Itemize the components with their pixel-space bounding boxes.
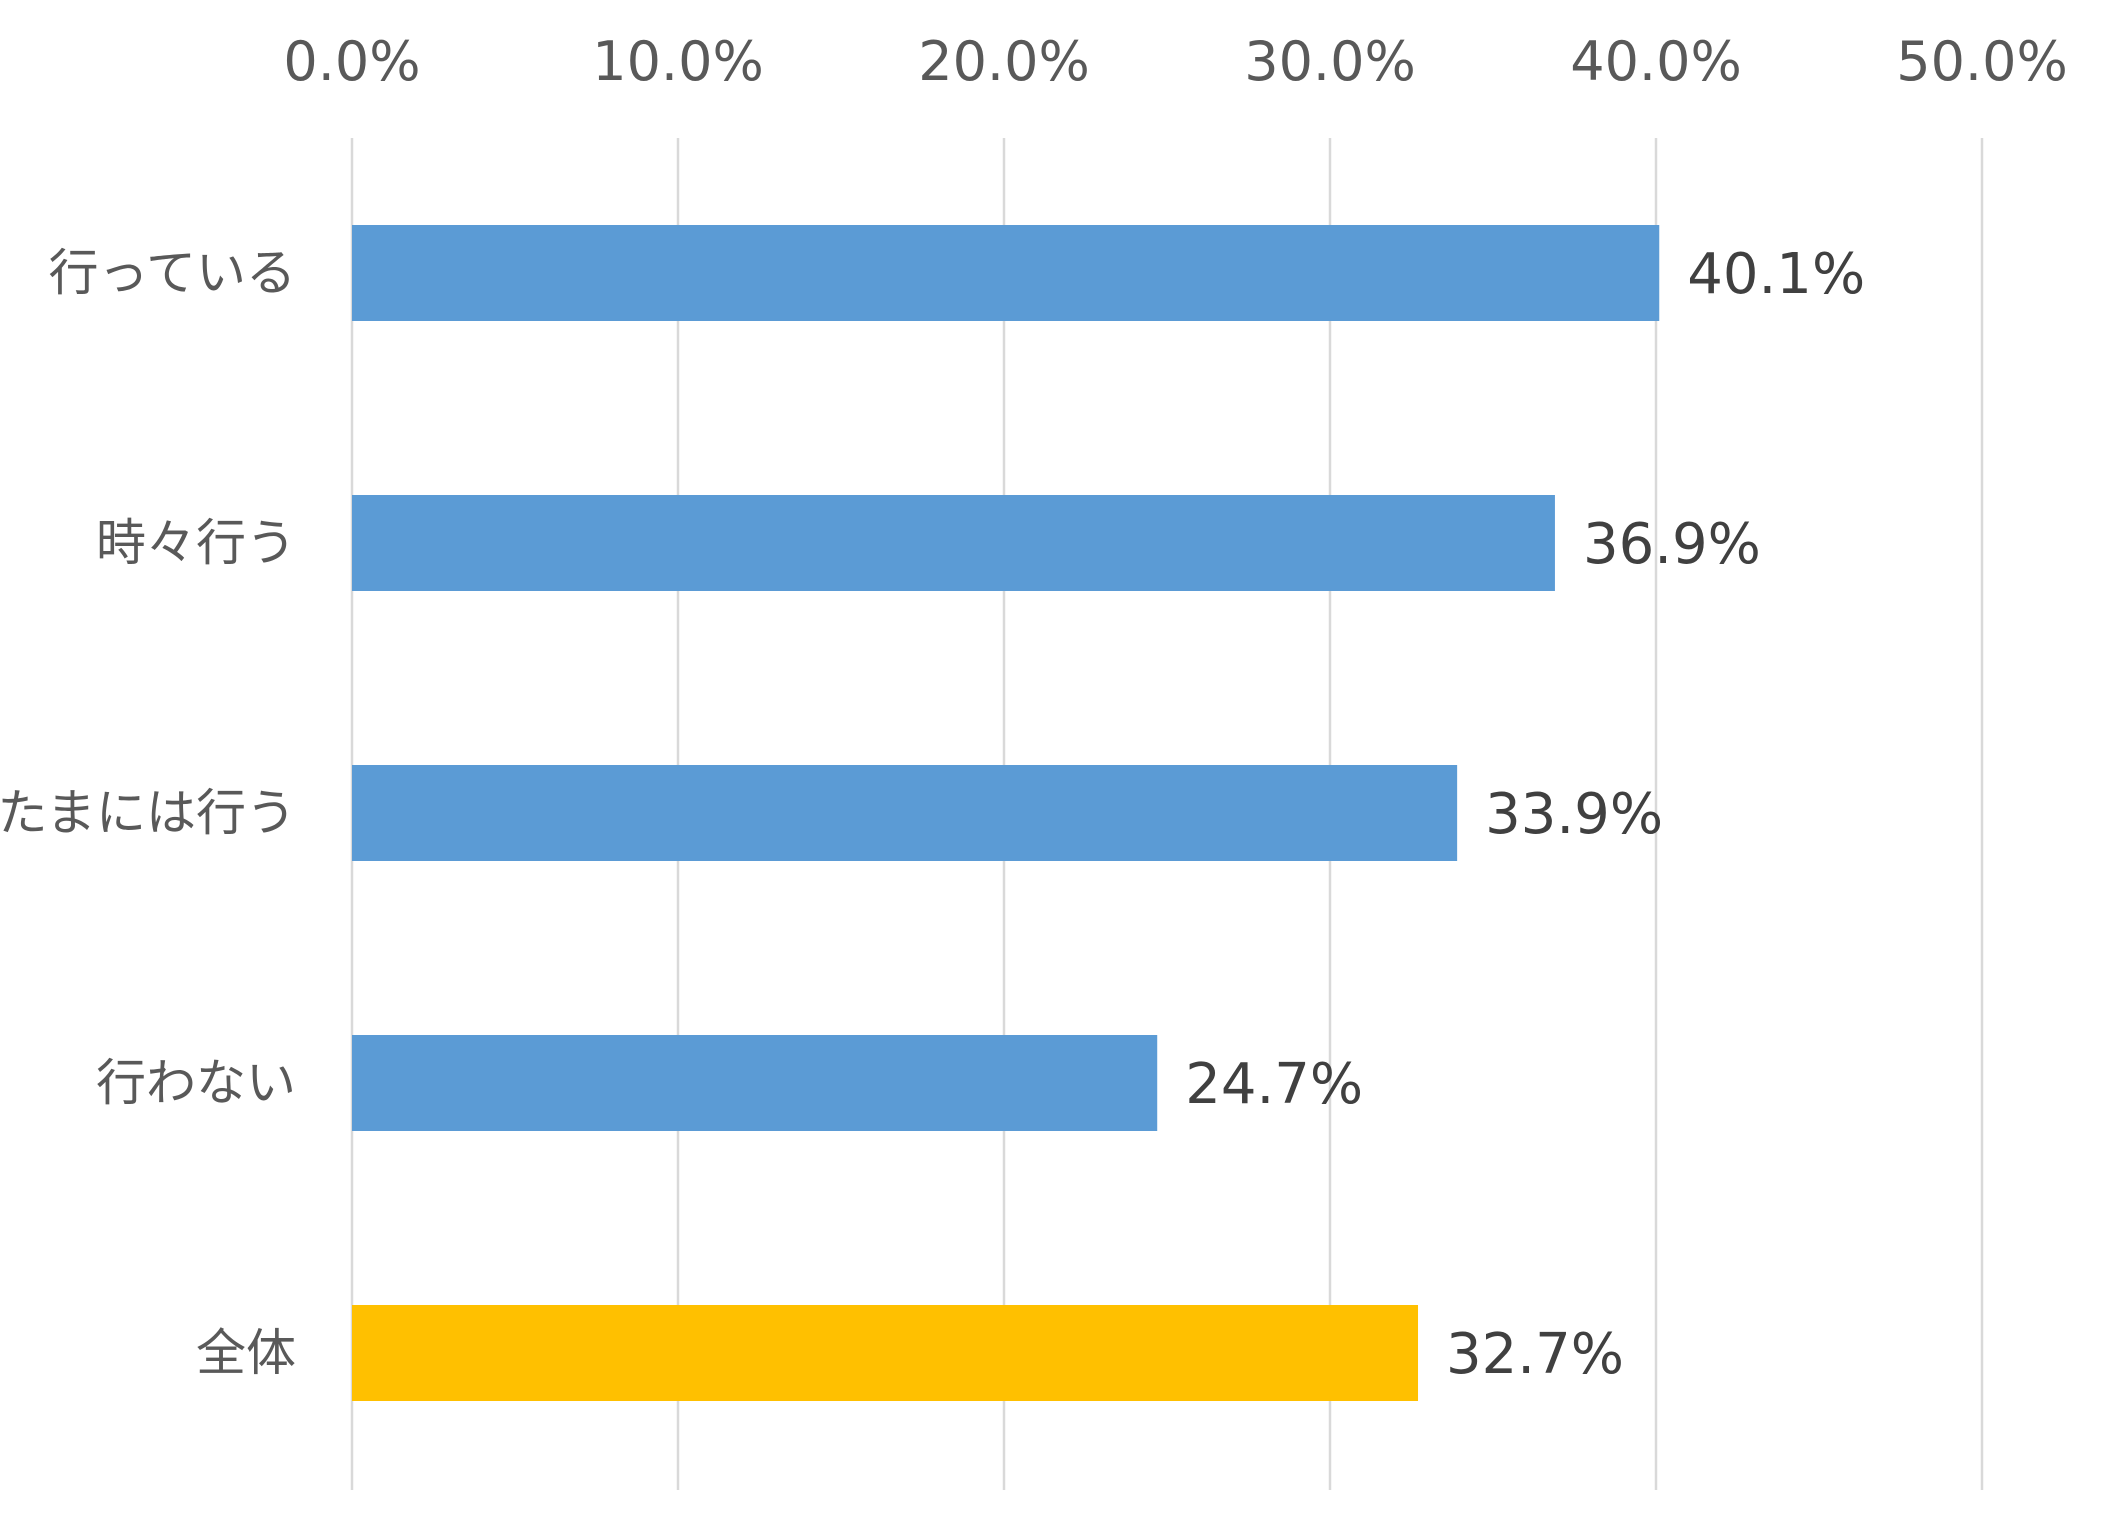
category-label: 行わない <box>96 1054 296 1112</box>
bar <box>352 765 1458 861</box>
data-label: 24.7% <box>1185 1052 1363 1117</box>
x-axis-ticks: 0.0% 10.0% 20.0% 30.0% 40.0% 50.0% <box>283 30 2067 93</box>
bars <box>352 225 1660 1401</box>
data-label: 40.1% <box>1687 242 1865 307</box>
bar <box>352 1305 1419 1401</box>
x-tick-label: 40.0% <box>1570 30 1742 93</box>
x-tick-label: 30.0% <box>1244 30 1416 93</box>
data-label: 32.7% <box>1446 1322 1624 1387</box>
category-label: 行っている <box>49 244 297 302</box>
x-tick-label: 20.0% <box>918 30 1090 93</box>
x-tick-label: 50.0% <box>1896 30 2068 93</box>
bar <box>352 225 1660 321</box>
bar <box>352 1035 1158 1131</box>
category-label: 時々行う <box>96 514 296 572</box>
x-tick-label: 10.0% <box>592 30 764 93</box>
bar <box>352 495 1555 591</box>
x-tick-label: 0.0% <box>283 30 420 93</box>
data-label: 36.9% <box>1583 512 1761 577</box>
category-label: たまには行う <box>0 784 296 842</box>
data-labels: 40.1% 36.9% 33.9% 24.7% 32.7% <box>1185 242 1865 1387</box>
category-label: 全体 <box>196 1324 296 1382</box>
data-label: 33.9% <box>1485 782 1663 847</box>
